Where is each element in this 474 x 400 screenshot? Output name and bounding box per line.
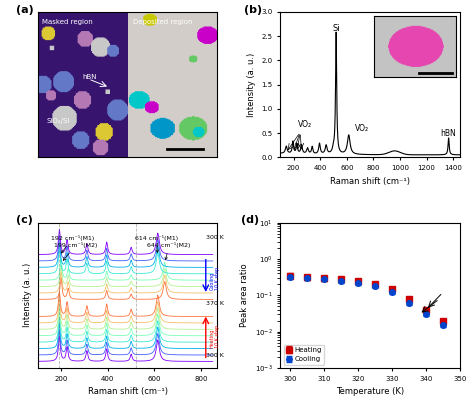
Legend: Heating, Cooling: Heating, Cooling (284, 345, 324, 364)
Text: Si: Si (332, 24, 340, 33)
Text: (c): (c) (17, 216, 33, 226)
Text: 370 K: 370 K (206, 301, 224, 306)
Text: 300 K: 300 K (206, 352, 224, 358)
Y-axis label: Intensity (a. u.): Intensity (a. u.) (247, 52, 256, 117)
Text: (b): (b) (245, 5, 263, 15)
X-axis label: Temperature (K): Temperature (K) (336, 387, 404, 396)
Text: hBN: hBN (440, 128, 456, 138)
Text: SiO₂/Si: SiO₂/Si (47, 118, 70, 124)
Text: VO₂: VO₂ (298, 120, 312, 129)
Text: 644 cm⁻¹(M2): 644 cm⁻¹(M2) (147, 242, 191, 260)
Text: 199 cm⁻¹(M2): 199 cm⁻¹(M2) (54, 242, 98, 260)
Text: 300 K: 300 K (206, 235, 224, 240)
Text: Heating
10 K step: Heating 10 K step (210, 325, 220, 348)
Text: (a): (a) (17, 5, 34, 15)
Text: Deposited region: Deposited region (133, 19, 192, 25)
Text: 614 cm⁻¹(M1): 614 cm⁻¹(M1) (135, 235, 178, 252)
X-axis label: Raman shift (cm⁻¹): Raman shift (cm⁻¹) (330, 176, 410, 186)
Text: (d): (d) (241, 216, 259, 226)
Text: VO₂: VO₂ (355, 124, 369, 133)
Y-axis label: Intensity (a. u.): Intensity (a. u.) (23, 263, 32, 328)
Text: hBN: hBN (83, 74, 97, 80)
Y-axis label: Peak area ratio: Peak area ratio (240, 264, 249, 327)
Text: Masked region: Masked region (42, 19, 92, 25)
Text: 192 cm⁻¹(M1): 192 cm⁻¹(M1) (51, 235, 94, 253)
Text: Cooling
10 K step: Cooling 10 K step (210, 267, 220, 290)
X-axis label: Raman shift (cm⁻¹): Raman shift (cm⁻¹) (88, 387, 168, 396)
